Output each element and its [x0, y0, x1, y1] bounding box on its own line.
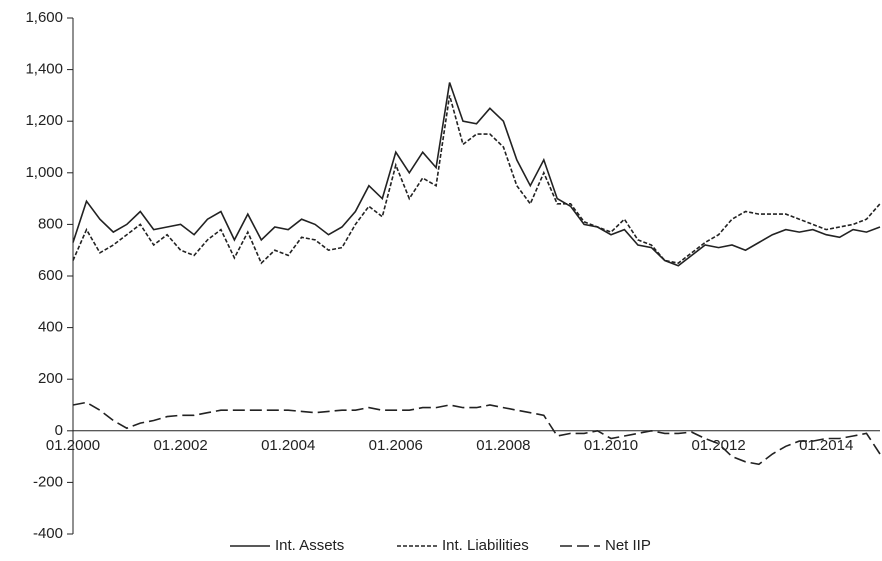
series-line — [72, 95, 881, 265]
y-tick-label: 600 — [38, 267, 63, 284]
x-tick-label: 01.2012 — [691, 437, 745, 454]
x-tick-label: 01.2008 — [476, 437, 530, 454]
y-tick-label: -200 — [33, 473, 63, 490]
y-tick-label: 400 — [38, 319, 63, 336]
series-line — [72, 82, 881, 267]
x-tick-label: 01.2004 — [261, 437, 315, 454]
y-tick-label: 200 — [38, 370, 63, 387]
y-tick-label: 1,400 — [25, 61, 63, 78]
y-tick-label: 1,200 — [25, 112, 63, 129]
x-tick-label: 01.2014 — [799, 437, 853, 454]
y-tick-label: 1,600 — [25, 9, 63, 26]
series-line — [72, 401, 881, 466]
legend-label: Int. Liabilities — [442, 537, 529, 554]
y-tick-label: 800 — [38, 215, 63, 232]
legend-label: Int. Assets — [275, 537, 344, 554]
x-tick-label: 01.2000 — [46, 437, 100, 454]
x-tick-label: 01.2006 — [369, 437, 423, 454]
y-tick-label: -400 — [33, 525, 63, 542]
y-tick-label: 1,000 — [25, 164, 63, 181]
y-tick-label: 0 — [55, 422, 63, 439]
x-tick-label: 01.2002 — [153, 437, 207, 454]
legend-label: Net IIP — [605, 537, 651, 554]
x-tick-label: 01.2010 — [584, 437, 638, 454]
